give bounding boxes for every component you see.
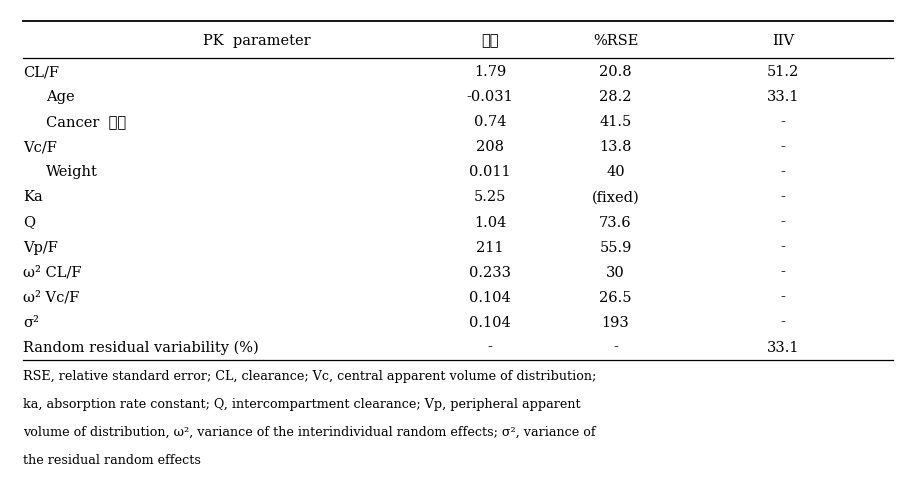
Text: Vp/F: Vp/F: [23, 240, 58, 254]
Text: -: -: [780, 115, 786, 129]
Text: -0.031: -0.031: [466, 90, 514, 104]
Text: ω² Vc/F: ω² Vc/F: [23, 290, 80, 304]
Text: 1.79: 1.79: [474, 65, 507, 79]
Text: 55.9: 55.9: [599, 240, 632, 254]
Text: 5.25: 5.25: [474, 190, 507, 204]
Text: 41.5: 41.5: [599, 115, 632, 129]
Text: 26.5: 26.5: [599, 290, 632, 304]
Text: IIV: IIV: [772, 34, 794, 48]
Text: 40: 40: [606, 165, 625, 179]
Text: 208: 208: [476, 140, 504, 154]
Text: σ²: σ²: [23, 315, 38, 329]
Text: 1.04: 1.04: [474, 215, 507, 229]
Text: 193: 193: [602, 315, 629, 329]
Text: PK  parameter: PK parameter: [202, 34, 311, 48]
Text: ω² CL/F: ω² CL/F: [23, 265, 82, 279]
Text: -: -: [780, 215, 786, 229]
Text: 73.6: 73.6: [599, 215, 632, 229]
Text: 28.2: 28.2: [599, 90, 632, 104]
Text: 51.2: 51.2: [767, 65, 800, 79]
Text: Q: Q: [23, 215, 35, 229]
Text: 20.8: 20.8: [599, 65, 632, 79]
Text: Vc/F: Vc/F: [23, 140, 57, 154]
Text: the residual random effects: the residual random effects: [23, 453, 201, 466]
Text: 0.233: 0.233: [469, 265, 511, 279]
Text: 0.74: 0.74: [474, 115, 507, 129]
Text: 0.011: 0.011: [469, 165, 511, 179]
Text: Ka: Ka: [23, 190, 43, 204]
Text: (fixed): (fixed): [592, 190, 639, 204]
Text: 13.8: 13.8: [599, 140, 632, 154]
Text: RSE, relative standard error; CL, clearance; Vc, central apparent volume of dist: RSE, relative standard error; CL, cleara…: [23, 369, 596, 382]
Text: volume of distribution, ω², variance of the interindividual random effects; σ², : volume of distribution, ω², variance of …: [23, 425, 595, 438]
Text: -: -: [613, 340, 618, 354]
Text: 30: 30: [606, 265, 625, 279]
Text: ka, absorption rate constant; Q, intercompartment clearance; Vp, peripheral appa: ka, absorption rate constant; Q, interco…: [23, 397, 581, 410]
Text: Cancer  여부: Cancer 여부: [46, 115, 125, 129]
Text: -: -: [780, 165, 786, 179]
Text: -: -: [780, 140, 786, 154]
Text: Age: Age: [46, 90, 74, 104]
Text: -: -: [780, 265, 786, 279]
Text: 0.104: 0.104: [469, 290, 511, 304]
Text: Weight: Weight: [46, 165, 98, 179]
Text: %RSE: %RSE: [593, 34, 638, 48]
Text: -: -: [780, 315, 786, 329]
Text: CL/F: CL/F: [23, 65, 59, 79]
Text: 211: 211: [476, 240, 504, 254]
Text: 평균: 평균: [481, 34, 499, 48]
Text: -: -: [780, 190, 786, 204]
Text: -: -: [487, 340, 493, 354]
Text: 33.1: 33.1: [767, 340, 800, 354]
Text: Random residual variability (%): Random residual variability (%): [23, 340, 258, 354]
Text: -: -: [780, 240, 786, 254]
Text: 33.1: 33.1: [767, 90, 800, 104]
Text: 0.104: 0.104: [469, 315, 511, 329]
Text: -: -: [780, 290, 786, 304]
